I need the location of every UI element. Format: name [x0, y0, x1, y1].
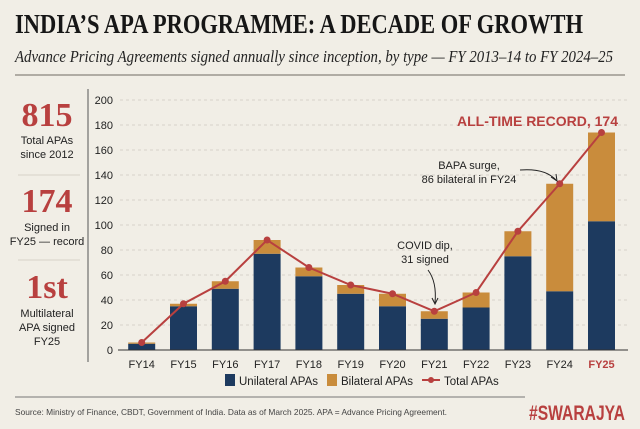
total-point	[138, 339, 146, 346]
stat-value: 1st	[26, 269, 68, 306]
y-tick-label: 160	[95, 145, 113, 157]
bapa-arrow-icon	[519, 169, 557, 181]
bar-unilateral	[170, 306, 197, 350]
y-tick-label: 100	[95, 220, 113, 232]
stat-value: 174	[22, 183, 73, 220]
total-point	[430, 307, 438, 315]
bar-unilateral	[546, 291, 574, 350]
x-tick-label: FY20	[379, 359, 405, 371]
total-point	[514, 227, 522, 235]
bar-unilateral	[379, 306, 406, 350]
bar-bilateral	[420, 311, 448, 319]
stat-label: APA signed	[19, 322, 75, 334]
y-tick-label: 40	[101, 295, 113, 307]
total-point	[180, 300, 187, 308]
legend-label: Unilateral APAs	[239, 376, 318, 388]
bar-bilateral	[588, 132, 615, 222]
stat-fy25: 174 Signed in FY25 — record	[10, 183, 85, 248]
legend-label: Bilateral APAs	[341, 376, 413, 388]
stat-label: FY25 — record	[10, 236, 85, 248]
bar-unilateral	[253, 253, 281, 350]
total-point	[598, 129, 605, 136]
total-point	[347, 281, 355, 289]
bapa-annotation: BAPA surge,	[438, 160, 500, 172]
total-point	[305, 264, 313, 271]
bapa-arrowhead-icon	[550, 173, 558, 183]
y-tick-label: 120	[95, 195, 113, 207]
covid-arrowhead-icon	[431, 297, 439, 306]
bar-bilateral	[211, 281, 239, 289]
x-tick-label: FY16	[212, 359, 238, 371]
y-tick-label: 180	[95, 120, 113, 132]
bar-unilateral	[588, 221, 615, 350]
total-point	[556, 180, 564, 188]
source-note: Source: Ministry of Finance, CBDT, Gover…	[15, 408, 447, 417]
y-tick-label: 60	[101, 270, 113, 282]
total-point	[263, 236, 271, 244]
bar-unilateral	[295, 276, 323, 350]
total-point	[472, 289, 480, 296]
stat-value: 815	[22, 97, 73, 134]
bar-unilateral	[504, 256, 532, 350]
bar-unilateral	[337, 293, 365, 350]
stat-multilateral: 1st Multilateral APA signed FY25	[19, 269, 75, 348]
y-tick-label: 80	[101, 245, 113, 257]
x-tick-label: FY14	[129, 359, 155, 371]
x-tick-label: FY17	[254, 359, 280, 371]
x-tick-label: FY23	[505, 359, 531, 371]
legend-marker-total	[428, 377, 434, 383]
x-tick-label: FY18	[296, 359, 322, 371]
x-tick-label: FY25	[588, 359, 614, 371]
stat-label: FY25	[34, 336, 60, 348]
x-tick-label: FY22	[463, 359, 489, 371]
apa-chart: 0 20 40 60 80 100 120 140 160 180 200 FY14 FY15 FY16 F…	[95, 95, 628, 371]
total-point	[221, 277, 229, 285]
x-tick-label: FY24	[547, 359, 573, 371]
stat-total: 815 Total APAs since 2012	[20, 97, 73, 161]
x-tick-label: FY21	[421, 359, 447, 371]
bar-unilateral	[128, 343, 156, 350]
stat-label: Signed in	[24, 222, 70, 234]
record-annotation: ALL-TIME RECORD, 174	[457, 113, 618, 129]
covid-arrow-icon	[427, 269, 436, 304]
subtitle: Advance Pricing Agreements signed annual…	[14, 47, 613, 66]
total-point	[389, 290, 396, 298]
x-tick-label: FY19	[338, 359, 364, 371]
legend: Unilateral APAs Bilateral APAs Total APA…	[225, 374, 499, 388]
bar-bilateral	[295, 267, 323, 277]
y-tick-label: 0	[107, 345, 113, 357]
covid-annotation: COVID dip,	[397, 240, 453, 252]
x-tick-label: FY15	[170, 359, 196, 371]
page-title: INDIA’S APA PROGRAMME: A DECADE OF GROWT…	[15, 9, 583, 39]
bapa-annotation: 86 bilateral in FY24	[422, 174, 517, 186]
bar-bilateral	[337, 285, 365, 294]
bar-bilateral	[546, 183, 574, 292]
stat-label: Multilateral	[20, 308, 73, 320]
y-tick-label: 20	[101, 320, 113, 332]
y-tick-label: 200	[95, 95, 113, 107]
total-line	[141, 131, 603, 344]
legend-swatch-bilateral	[327, 374, 337, 386]
stat-label: Total APAs	[21, 135, 74, 147]
bar-unilateral	[420, 318, 448, 350]
legend-label: Total APAs	[444, 376, 499, 388]
bar-unilateral	[462, 307, 490, 350]
covid-annotation: 31 signed	[401, 254, 449, 266]
brand-logo: #SWARAJYA	[529, 402, 625, 425]
stat-label: since 2012	[20, 149, 73, 161]
legend-swatch-unilateral	[225, 374, 235, 386]
bar-unilateral	[211, 288, 239, 350]
y-tick-label: 140	[95, 170, 113, 182]
